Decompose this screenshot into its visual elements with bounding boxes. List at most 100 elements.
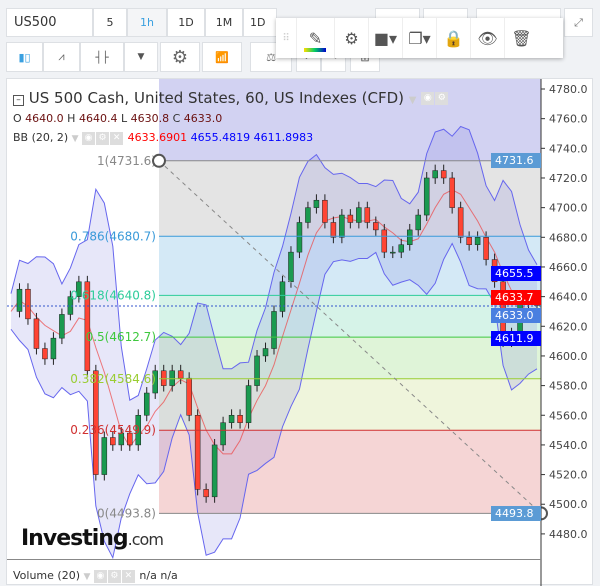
candle-body [440,170,447,179]
bb-mid-line [10,189,538,455]
bb-dropdown-icon[interactable]: ▼ [71,134,79,144]
candle-body [84,281,91,372]
candle-body [16,288,23,312]
bb-close-icon[interactable]: ✕ [110,131,124,145]
lock-icon[interactable]: 🔒 [436,18,470,58]
chart-area[interactable]: 1(4731.6) 0.786(4680.7) 0.618(4640.8) 0.5(4… [6,78,594,586]
bb-settings-icon[interactable]: ⚙ [96,131,110,145]
candle-body [474,237,481,245]
candle-body [59,314,65,339]
high-value: 4640.4 [78,112,118,125]
price-tag: 4633.7 [491,290,541,306]
fib-top-zone [159,79,541,161]
candle-body [228,415,235,423]
price-chart[interactable]: 1(4731.6) 0.786(4680.7) 0.618(4640.8) 0.5(4… [7,79,594,586]
bb-upper-value: 4655.4819 [190,131,251,144]
candle-body [457,207,464,238]
candle-body [415,214,421,231]
candle-body [432,170,438,179]
candle-body [398,244,405,253]
price-tick-label: 4780.0 [549,83,588,96]
interval-5[interactable]: 5 [93,8,127,37]
candle-body [483,237,489,260]
pane-divider [7,559,541,560]
price-tick-label: 4580.0 [549,380,588,393]
title-dropdown-icon[interactable]: ▼ [408,95,417,106]
fib-zone [159,337,541,379]
volume-close-icon[interactable]: ✕ [121,569,135,583]
bb-lower-value: 4611.8983 [253,131,314,144]
candle-body [313,199,320,208]
price-tick-label: 4600.0 [549,350,588,363]
candles-icon[interactable]: ▮▯ [6,42,43,72]
bars-icon[interactable]: ┤├ [80,42,124,72]
fib-level-label: 1(4731.6) [97,154,156,168]
bb-legend: BB (20, 2) ▼ ◉ ⚙ ✕ 4633.6901 4655.4819 461… [13,131,313,145]
line-chart-icon[interactable]: ⩘ [43,42,80,72]
interval-1d[interactable]: 1D [167,8,205,37]
bb-label: BB (20, 2) [13,131,69,144]
drag-handle-icon[interactable]: ⠿ [282,32,290,44]
candle-body [296,222,303,253]
fib-level-label: 0.382(4584.6) [70,372,156,386]
investing-logo: Investing.com [21,526,164,551]
candle-body [373,222,379,231]
candle-body [254,355,260,386]
fib-trend-line [158,160,542,514]
price-tick-label: 4720.0 [549,172,588,185]
price-tick-label: 4500.0 [549,498,588,511]
indicators-icon[interactable]: 📶 [202,42,242,72]
price-tag: 4655.5 [491,266,541,282]
price-tick-label: 4520.0 [549,469,588,482]
trash-icon[interactable]: 🗑 [504,18,538,58]
fullscreen-icon[interactable]: ⤢ [564,8,593,37]
price-tag: 4611.9 [491,330,541,346]
candle-body [322,199,328,223]
volume-dropdown-icon[interactable]: ▼ [83,572,91,582]
o-label: O [13,112,22,125]
fib-zone [159,295,541,338]
ohlc-legend: O 4640.0 H 4640.4 L 4630.8 C 4633.0 [13,112,222,125]
interval-1m[interactable]: 1M [205,8,243,37]
settings-icon[interactable]: ⚙ [435,92,449,105]
symbol-input[interactable]: US500 [6,8,93,37]
dropdown-caret-icon[interactable]: ▼ [124,42,158,72]
candle-body [339,214,345,238]
candle-body [169,370,175,386]
symbol-title: US 500 Cash, United States, 60, US Index… [28,89,404,107]
volume-settings-icon[interactable]: ⚙ [107,569,121,583]
candle-body [177,370,184,379]
price-tick-label: 4620.0 [549,320,588,333]
fill-layers-icon[interactable]: ■▾ [368,18,402,58]
candle-body [279,281,286,312]
candle-body [347,214,354,223]
clone-icon[interactable]: ❐▾ [402,18,436,58]
candle-body [390,251,396,254]
gear-icon[interactable]: ⚙ [160,42,200,72]
collapse-icon[interactable]: – [13,95,24,106]
interval-1h[interactable]: 1h [127,8,167,37]
interval-more[interactable]: 1D [243,8,277,37]
candle-body [186,377,192,416]
visibility-icon[interactable]: ◉ [421,92,435,105]
candle-body [152,370,158,394]
candle-body [220,422,226,446]
volume-visibility-icon[interactable]: ◉ [93,569,107,583]
settings-icon[interactable]: ⚙ [334,18,368,58]
pencil-color-icon[interactable]: ✎ [296,18,334,58]
visibility-eye-icon[interactable]: 👁 [470,18,504,58]
open-value: 4640.0 [25,112,64,125]
volume-value-2: n/a [160,569,178,582]
close-value: 4633.0 [183,112,223,125]
bb-visibility-icon[interactable]: ◉ [82,131,96,145]
candle-body [381,229,388,253]
candle-body [449,177,455,208]
candle-body [127,432,133,446]
candle-body [160,370,167,386]
candle-body [42,348,48,360]
price-tick-label: 4640.0 [549,291,588,304]
candle-body [110,437,116,446]
fib-anchor-handle[interactable] [152,153,166,168]
fib-level-label: 0.5(4612.7) [86,330,156,344]
fib-level-label: 0.786(4680.7) [70,229,156,243]
